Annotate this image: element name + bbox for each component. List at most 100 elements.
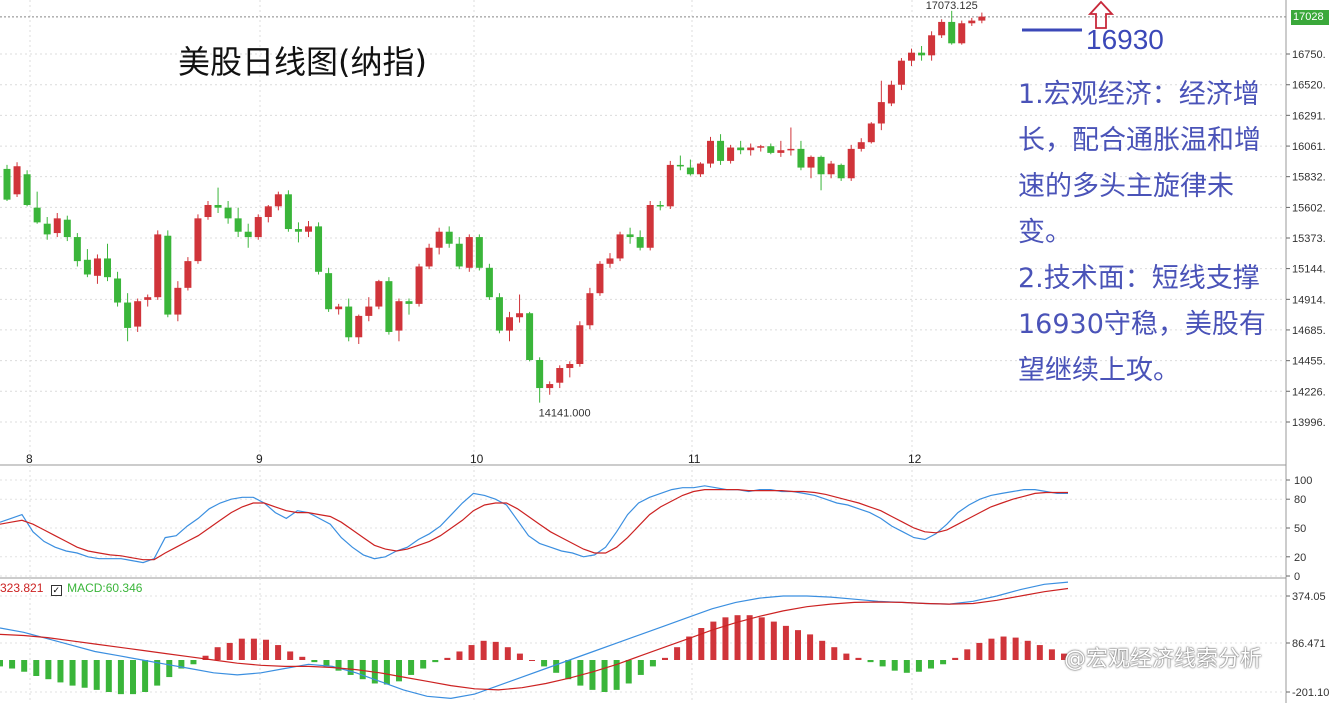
macd-histogram-bar — [323, 660, 330, 667]
candle-body — [244, 231, 252, 238]
macd-histogram-bar — [432, 660, 439, 663]
macd-histogram-bar — [698, 628, 705, 660]
macd-histogram-bar — [57, 660, 64, 683]
candle-body — [616, 234, 624, 259]
macd-histogram-bar — [637, 660, 644, 675]
candle-body — [475, 237, 483, 268]
macd-histogram-bar — [420, 660, 427, 669]
kd-y-tick-label: 50 — [1294, 523, 1306, 535]
macd-histogram-bar — [444, 657, 451, 660]
candle-body — [274, 194, 282, 207]
candle-body — [355, 315, 363, 338]
macd-histogram-bar — [710, 621, 717, 660]
macd-histogram-bar — [831, 647, 838, 660]
candle-body — [506, 317, 513, 331]
candle-body — [33, 207, 41, 223]
macd-histogram-bar — [347, 660, 354, 675]
macd-histogram-bar — [976, 642, 983, 660]
candle-body — [144, 297, 152, 300]
candle-body — [395, 301, 403, 331]
macd-histogram-bar — [928, 660, 934, 669]
macd-histogram-bar — [480, 640, 487, 660]
candle-body — [204, 204, 212, 218]
candle-body — [53, 218, 61, 234]
candle-body — [284, 194, 292, 230]
candle-body — [797, 148, 805, 168]
macd-histogram-bar — [238, 638, 245, 660]
candle-body — [586, 293, 594, 326]
macd-histogram-bar — [492, 641, 499, 660]
candle-body — [315, 226, 323, 272]
x-axis-month-label: 11 — [688, 452, 701, 466]
candle-body — [305, 226, 312, 232]
candle-body — [847, 148, 855, 179]
candle-body — [918, 52, 926, 56]
candle-body — [958, 23, 966, 44]
price-y-tick-label: 14226. — [1292, 386, 1326, 398]
candle-body — [827, 163, 835, 175]
candle-body — [184, 261, 192, 288]
macd-histogram-bar — [21, 660, 28, 672]
candle-body — [696, 163, 704, 175]
candle-body — [385, 281, 393, 332]
macd-y-tick-label: 86.471 — [1292, 638, 1326, 650]
candle-body — [646, 204, 654, 248]
candle-body — [787, 148, 795, 151]
checkbox-icon[interactable]: ✓ — [50, 585, 62, 596]
macd-histogram-bar — [250, 638, 257, 660]
macd-histogram-bar — [226, 642, 233, 660]
price-y-tick-label: 16750. — [1292, 49, 1326, 61]
candle-body — [777, 150, 785, 153]
macd-histogram-bar — [746, 615, 753, 660]
candle-body — [897, 60, 905, 85]
candle-body — [104, 258, 111, 278]
candle-body — [767, 146, 775, 153]
macd-histogram-bar — [649, 660, 656, 667]
candle-body — [375, 281, 383, 307]
macd-histogram-bar — [988, 638, 995, 660]
candle-body — [325, 273, 333, 310]
candle-body — [294, 229, 302, 232]
candle-body — [747, 147, 755, 151]
candle-body — [968, 20, 976, 24]
macd-histogram-bar — [81, 660, 88, 688]
macd-histogram-bar — [166, 660, 173, 678]
price-y-tick-label: 15602. — [1292, 202, 1326, 214]
candle-body — [516, 313, 524, 318]
candle-body — [214, 204, 222, 208]
price-y-tick-label: 13996. — [1292, 417, 1326, 429]
macd-histogram-bar — [879, 660, 886, 667]
kd-y-tick-label: 0 — [1294, 571, 1300, 583]
candle-body — [93, 258, 101, 276]
macd-histogram-bar — [952, 657, 959, 660]
candle-body — [485, 267, 493, 298]
analysis-note: 1.宏观经济：经济增长，配合通胀温和增速的多头主旋律未变。 2.技术面：短线支撑… — [1018, 72, 1286, 394]
candle-body — [566, 364, 574, 369]
price-y-tick-label: 15832. — [1292, 172, 1326, 184]
macd-histogram-bar — [456, 651, 463, 660]
macd-histogram-bar — [770, 621, 777, 660]
candle-body — [83, 259, 91, 275]
candle-body — [234, 218, 242, 232]
macd-histogram-bar — [9, 660, 16, 669]
candle-body — [254, 217, 262, 238]
macd-histogram-bar — [1048, 649, 1055, 660]
macd-histogram-bar — [516, 653, 523, 660]
macd-histogram-bar — [940, 660, 947, 665]
candle-body — [686, 167, 694, 175]
candle-body — [415, 266, 423, 304]
price-y-tick-label: 14455. — [1292, 356, 1326, 368]
candle-body — [978, 16, 986, 21]
candle-body — [23, 174, 31, 205]
macd-histogram-bar — [142, 660, 149, 692]
macd-histogram-bar — [202, 655, 209, 660]
candle-body — [636, 237, 644, 248]
macd-readout: 323.821 ✓ MACD:60.346 — [0, 581, 142, 596]
candle-body — [928, 35, 936, 56]
candle-body — [666, 164, 674, 207]
candle-body — [737, 147, 745, 151]
macd-dea-line — [0, 587, 1069, 691]
macd-histogram-bar — [178, 660, 185, 669]
candle-body — [495, 297, 503, 331]
candle-body — [174, 287, 182, 315]
